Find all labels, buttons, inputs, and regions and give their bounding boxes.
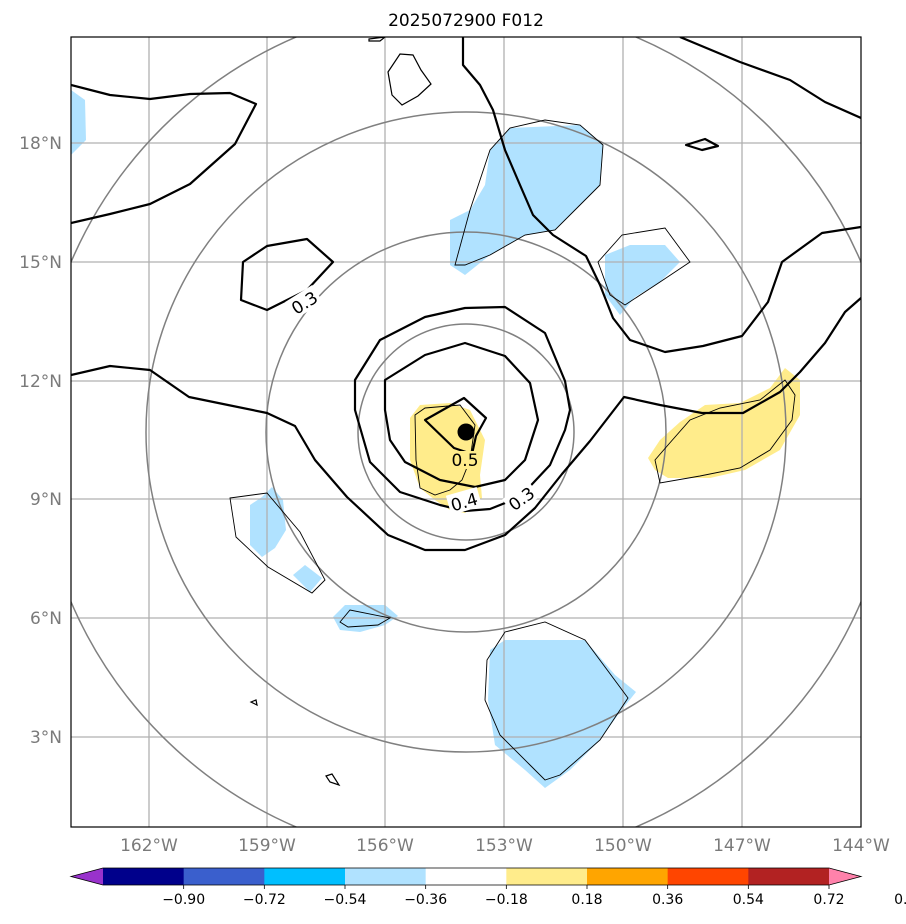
positive-area-east [648,368,800,478]
thin-contour-northeast [597,227,691,306]
colorbar-bin [345,868,427,885]
colorbar: −0.90 −0.72 −0.54 −0.36 −0.18 0.18 0.36 0.54 0.7… [69,867,906,908]
colorbar-bin [103,868,185,885]
negative-area-west-small [293,565,322,592]
map-area [71,37,861,827]
contour-inner-kite [423,396,488,456]
colorbar-tick-label: 0.72 [813,892,844,908]
lat-label-12N: 12°N [19,372,62,392]
colorbar-tick-label: −0.18 [485,892,528,908]
contour-03-northwest [71,83,258,225]
colorbar-tick-label: 0.90 [894,892,906,908]
thin-contour-southwest [339,609,392,628]
range-ring-1 [357,323,575,541]
thin-contours [229,119,796,781]
lat-label-9N: 9°N [30,490,62,510]
latitude-labels: 18°N 15°N 12°N 9°N 6°N 3°N [19,134,62,748]
negative-shading [71,90,680,788]
colorbar-extend-high [829,868,861,885]
coastline-big-island [387,53,432,106]
thin-contour-north [454,119,604,266]
thin-contour-west [229,492,326,594]
thin-contour-east [654,379,796,484]
map-title: 2025072900 F012 [388,11,544,31]
lon-label-162W: 162°W [120,836,178,856]
lon-label-144W: 144°W [832,836,890,856]
contour-04-ring [353,305,572,513]
coastlines [249,37,432,787]
range-rings [71,37,861,827]
lon-label-156W: 156°W [356,836,414,856]
colorbar-outline [69,867,863,886]
colorbar-bin [748,868,830,885]
lon-label-147W: 147°W [713,836,771,856]
colorbar-tick-label: −0.36 [404,892,447,908]
colorbar-bin [587,868,669,885]
colorbar-tick-label: 0.54 [733,892,764,908]
negative-area-northeast [605,245,680,315]
storm-center-marker [457,423,475,441]
lat-label-18N: 18°N [19,134,62,154]
contour-03-northeast-corner [679,37,861,120]
contour-label-05: 0.5 [451,451,478,471]
map-frame [70,36,862,828]
colorbar-tick-label: −0.72 [243,892,286,908]
contour-03-north-east [461,37,861,354]
lat-label-3N: 3°N [30,728,62,748]
coastline-islet-2 [325,773,341,787]
colorbar-tick-label: −0.54 [324,892,367,908]
colorbar-bin [425,868,507,885]
coastline-islet-1 [249,699,258,707]
colorbar-tick-label: −0.90 [162,892,205,908]
lon-label-150W: 150°W [594,836,652,856]
longitude-labels: 162°W 159°W 156°W 153°W 150°W 147°W 144°… [120,836,890,856]
thick-contours [71,37,861,552]
contour-label-03-southeast: 0.3 [505,484,539,516]
contour-05-ring [383,341,540,489]
lat-label-15N: 15°N [19,253,62,273]
lat-label-6N: 6°N [30,609,62,629]
range-ring-3 [145,111,787,753]
contour-03-east [71,297,861,552]
negative-area-northwest [71,90,86,155]
negative-area-south [488,640,636,788]
contour-03-island [239,237,335,312]
lon-label-153W: 153°W [475,836,533,856]
colorbar-bin [264,868,346,885]
thin-contour-south [484,621,629,781]
range-ring-2 [265,231,667,633]
colorbar-extend-low [71,868,103,885]
colorbar-bin [506,868,588,885]
coastline-maui [368,37,386,42]
negative-area-west [250,487,286,557]
colorbar-bin [183,868,265,885]
lon-label-159W: 159°W [238,836,296,856]
colorbar-tick-label: 0.18 [571,892,602,908]
contour-small-diamond [684,137,720,152]
colorbar-bin [667,868,749,885]
colorbar-tick-label: 0.36 [652,892,683,908]
